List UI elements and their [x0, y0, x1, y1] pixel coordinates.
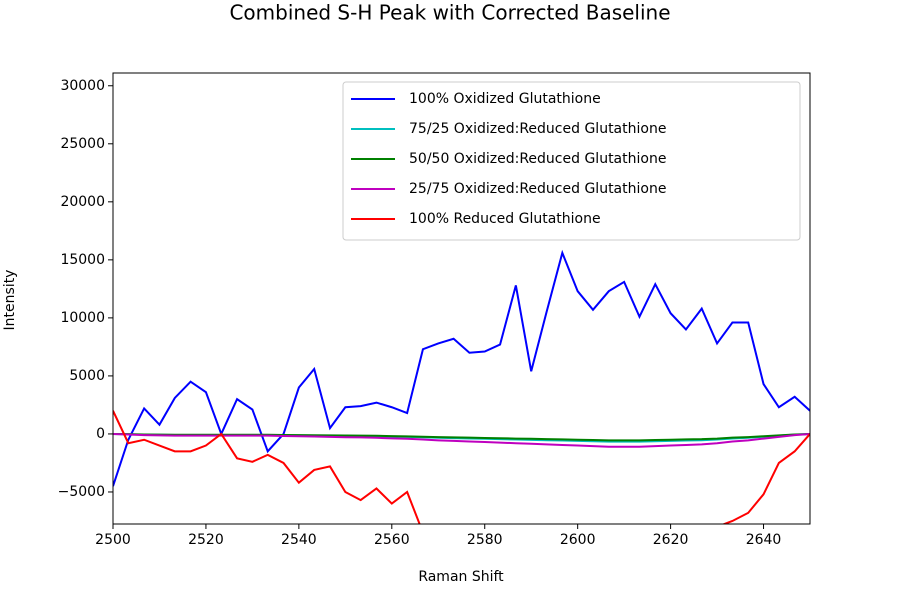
series-line — [113, 410, 810, 524]
y-tick-label: 0 — [96, 426, 105, 442]
y-tick-label: 10000 — [60, 310, 105, 326]
chart-title: Combined S-H Peak with Corrected Baselin… — [229, 1, 670, 25]
y-tick-label: 5000 — [69, 368, 105, 384]
x-tick-label: 2620 — [653, 532, 689, 548]
legend-label: 100% Reduced Glutathione — [409, 211, 601, 227]
y-tick-label: 25000 — [60, 136, 105, 152]
legend-box — [342, 81, 801, 241]
y-tick-label: −5000 — [58, 484, 105, 500]
y-axis-label: Intensity — [2, 270, 18, 331]
series-line — [113, 249, 810, 487]
x-tick-label: 2520 — [188, 532, 224, 548]
y-tick-label: 15000 — [60, 252, 105, 268]
y-tick-label: 20000 — [60, 194, 105, 210]
axes-frame — [112, 72, 811, 525]
x-tick-label: 2580 — [467, 532, 503, 548]
legend-label: 25/75 Oxidized:Reduced Glutathione — [409, 181, 666, 197]
x-tick-label: 2540 — [281, 532, 317, 548]
legend-label: 75/25 Oxidized:Reduced Glutathione — [409, 121, 666, 137]
x-tick-label: 2600 — [560, 532, 596, 548]
plot-area — [113, 249, 810, 524]
legend-label: 50/50 Oxidized:Reduced Glutathione — [409, 151, 666, 167]
legend-label: 100% Oxidized Glutathione — [409, 91, 601, 107]
series-line — [113, 432, 810, 448]
x-tick-label: 2640 — [746, 532, 782, 548]
x-tick-label: 2560 — [374, 532, 410, 548]
x-tick-label: 2500 — [95, 532, 131, 548]
y-tick-label: 30000 — [60, 78, 105, 94]
x-axis-label: Raman Shift — [418, 569, 504, 585]
